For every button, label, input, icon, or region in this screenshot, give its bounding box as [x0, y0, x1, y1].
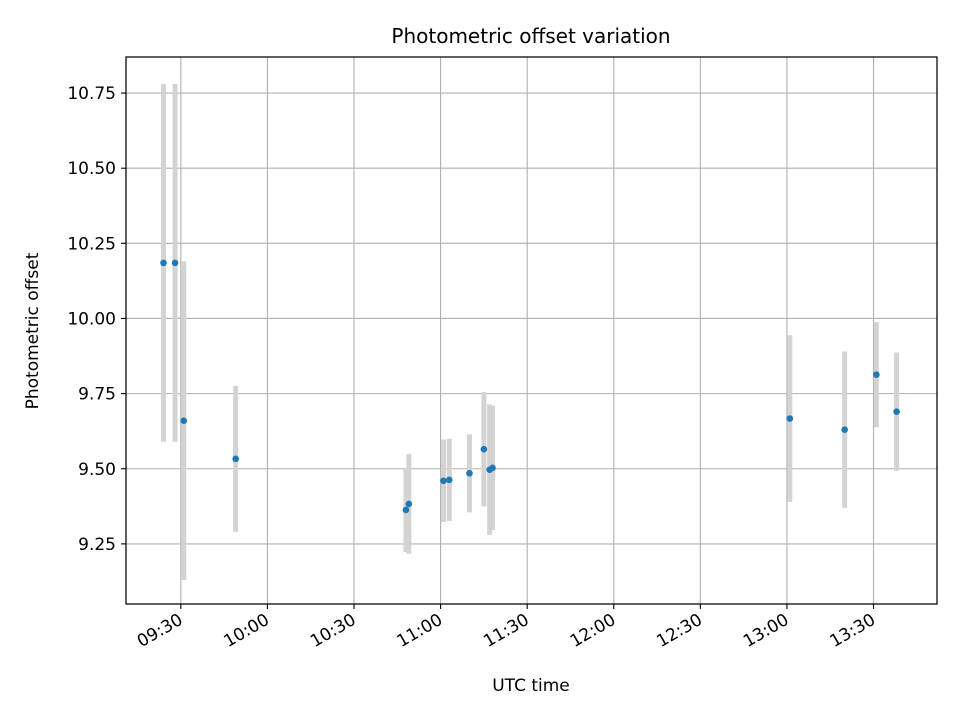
y-tick-label: 9.25 [78, 535, 116, 555]
data-point [440, 477, 447, 485]
plot-area [126, 57, 937, 604]
data-point [489, 464, 496, 472]
chart-title: Photometric offset variation [391, 24, 670, 48]
data-point [841, 426, 848, 433]
data-points [160, 259, 900, 514]
data-point [480, 445, 488, 453]
y-tick-label: 10.50 [67, 159, 116, 179]
plot-frame [125, 56, 938, 605]
y-tick-label: 10.00 [67, 309, 116, 329]
x-axis-label: UTC time [492, 676, 570, 696]
data-point [445, 476, 453, 484]
y-axis-ticks: 9.25 9.50 9.75 10.00 10.25 10.50 10.75 [67, 84, 126, 555]
y-tick-label: 9.50 [78, 460, 116, 480]
data-point [160, 259, 167, 267]
y-tick-label: 9.75 [78, 385, 116, 405]
grid [126, 57, 937, 604]
data-point [893, 408, 900, 415]
y-axis-label: Photometric offset [23, 252, 43, 409]
data-point [873, 371, 880, 378]
data-point [171, 259, 179, 267]
data-point [180, 417, 188, 424]
data-point [786, 415, 794, 422]
data-point [405, 500, 413, 508]
data-point [466, 469, 473, 477]
data-point [402, 506, 410, 514]
y-tick-label: 10.25 [67, 234, 116, 254]
y-tick-label: 10.75 [67, 84, 116, 104]
data-point [232, 455, 239, 463]
